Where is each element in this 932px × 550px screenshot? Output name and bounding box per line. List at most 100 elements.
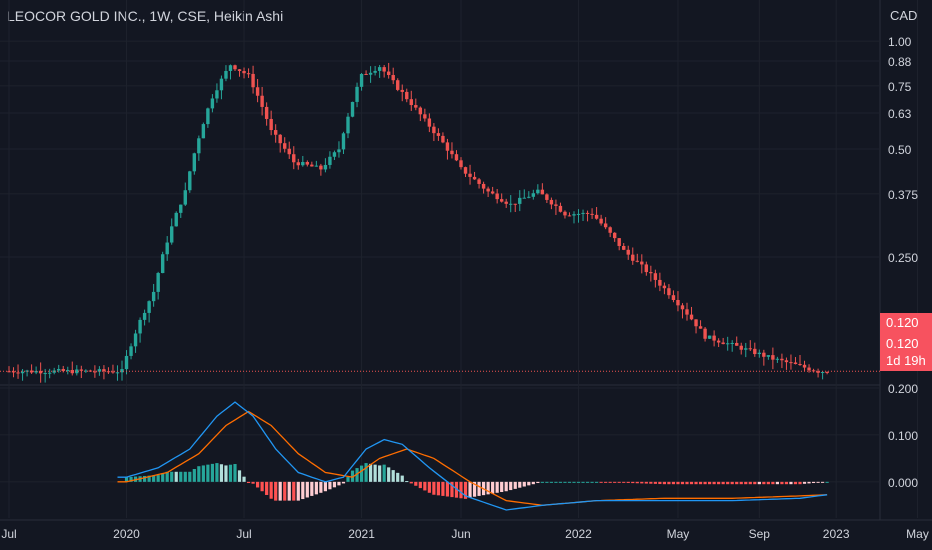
candle-body — [11, 371, 16, 373]
candle-body — [79, 369, 84, 371]
macd-histogram-bar — [454, 481, 459, 498]
macd-histogram-bar — [766, 481, 770, 485]
macd-histogram-bar — [346, 476, 350, 482]
time-tick-label: Jun — [451, 527, 470, 541]
price-tick-label: 0.63 — [888, 107, 912, 121]
macd-histogram-bar — [703, 481, 707, 485]
macd-histogram-bar — [739, 481, 743, 485]
macd-histogram-bar — [518, 481, 522, 488]
candle-body — [323, 164, 328, 170]
macd-histogram-bar — [753, 481, 757, 485]
candle-body — [255, 87, 260, 96]
candle-body — [228, 65, 233, 71]
macd-histogram-bar — [585, 481, 590, 483]
macd-histogram-bar — [165, 471, 169, 482]
macd-histogram-bar — [124, 477, 129, 482]
candle-body — [20, 371, 25, 374]
macd-histogram-bar — [472, 481, 477, 497]
candle-body — [29, 370, 34, 373]
macd-histogram-bar — [328, 481, 332, 490]
candle-body — [133, 333, 138, 347]
candle-body — [576, 213, 581, 215]
macd-histogram-bar — [780, 481, 784, 485]
macd-histogram-bar — [622, 481, 626, 483]
macd-histogram-bar — [708, 481, 712, 485]
candle-body — [346, 116, 350, 134]
price-tick-label: 1.00 — [888, 35, 912, 49]
last-price-badge: 0.120 — [880, 313, 932, 333]
candle-body — [766, 355, 771, 357]
candle-body — [246, 73, 251, 75]
macd-histogram-bar — [721, 481, 725, 485]
macd-histogram-bar — [414, 481, 418, 486]
macd-histogram-bar — [305, 481, 309, 498]
macd-histogram-bar — [581, 481, 585, 483]
macd-histogram-bar — [427, 481, 431, 493]
macd-histogram-bar — [595, 481, 599, 483]
candle-body — [156, 273, 160, 292]
macd-histogram-bar — [224, 465, 228, 482]
macd-histogram-bar — [387, 467, 391, 482]
candle-body — [572, 214, 576, 216]
macd-histogram-bar — [459, 481, 463, 499]
candle-body — [649, 272, 653, 274]
macd-histogram-bar — [549, 481, 553, 483]
candle-body — [264, 106, 269, 119]
macd-histogram-bar — [662, 481, 666, 485]
candle-body — [120, 369, 124, 373]
macd-histogram-bar — [608, 481, 612, 483]
macd-tick-label: 0.100 — [888, 429, 918, 443]
candle-body — [789, 362, 793, 364]
macd-histogram-bar — [256, 481, 260, 488]
macd-histogram-bar — [332, 481, 337, 488]
macd-histogram-bar — [717, 481, 721, 485]
macd-histogram-bar — [450, 481, 454, 498]
macd-histogram-bar — [635, 481, 639, 484]
candle-body — [459, 160, 463, 168]
candle-body — [314, 165, 319, 167]
candle-body — [391, 75, 395, 81]
macd-histogram-bar — [689, 481, 694, 485]
macd-histogram-bar — [748, 481, 752, 485]
candle-body — [210, 98, 215, 109]
candle-body — [757, 352, 762, 355]
macd-histogram-bar — [658, 481, 662, 485]
candle-body — [151, 291, 156, 302]
candles — [0, 62, 880, 383]
macd-histogram-bar — [233, 464, 237, 482]
macd-histogram-bar — [762, 481, 766, 485]
candle-body — [75, 369, 79, 374]
candle-body — [160, 254, 165, 274]
macd-histogram-bar — [197, 466, 201, 482]
macd-histogram-bar — [680, 481, 685, 485]
candle-body — [427, 118, 432, 127]
candle-body — [658, 279, 662, 286]
candle-body — [165, 242, 169, 255]
candle-body — [170, 226, 174, 243]
macd-histogram-bar — [237, 470, 242, 482]
macd-histogram-bar — [726, 481, 730, 485]
candle-body — [490, 191, 495, 194]
price-tick-label: 0.375 — [888, 188, 918, 202]
macd-histogram-bar — [468, 481, 472, 498]
macd-histogram-bar — [563, 481, 567, 483]
macd-histogram-bar — [355, 468, 359, 482]
candle-body — [798, 364, 802, 366]
macd-histogram-bar — [423, 481, 427, 491]
candle-body — [554, 204, 558, 206]
time-tick-label: 2020 — [113, 527, 140, 541]
candle-body — [38, 370, 43, 374]
macd-histogram-bar — [278, 481, 282, 501]
candle-body — [436, 133, 441, 136]
candle-body — [563, 211, 567, 216]
time-axis: Jul 2020 Jul 2021 Jun 2022 May Sep 2023 May — [1, 527, 929, 541]
macd-histogram-bar — [147, 475, 151, 482]
macd-histogram-bar — [369, 463, 373, 482]
candle-body — [748, 348, 752, 350]
candle-body — [174, 212, 178, 227]
macd-histogram-bar — [486, 481, 490, 495]
price-tick-label: 0.50 — [888, 143, 912, 157]
macd-histogram-bar — [653, 481, 657, 484]
candle-body — [93, 371, 97, 373]
